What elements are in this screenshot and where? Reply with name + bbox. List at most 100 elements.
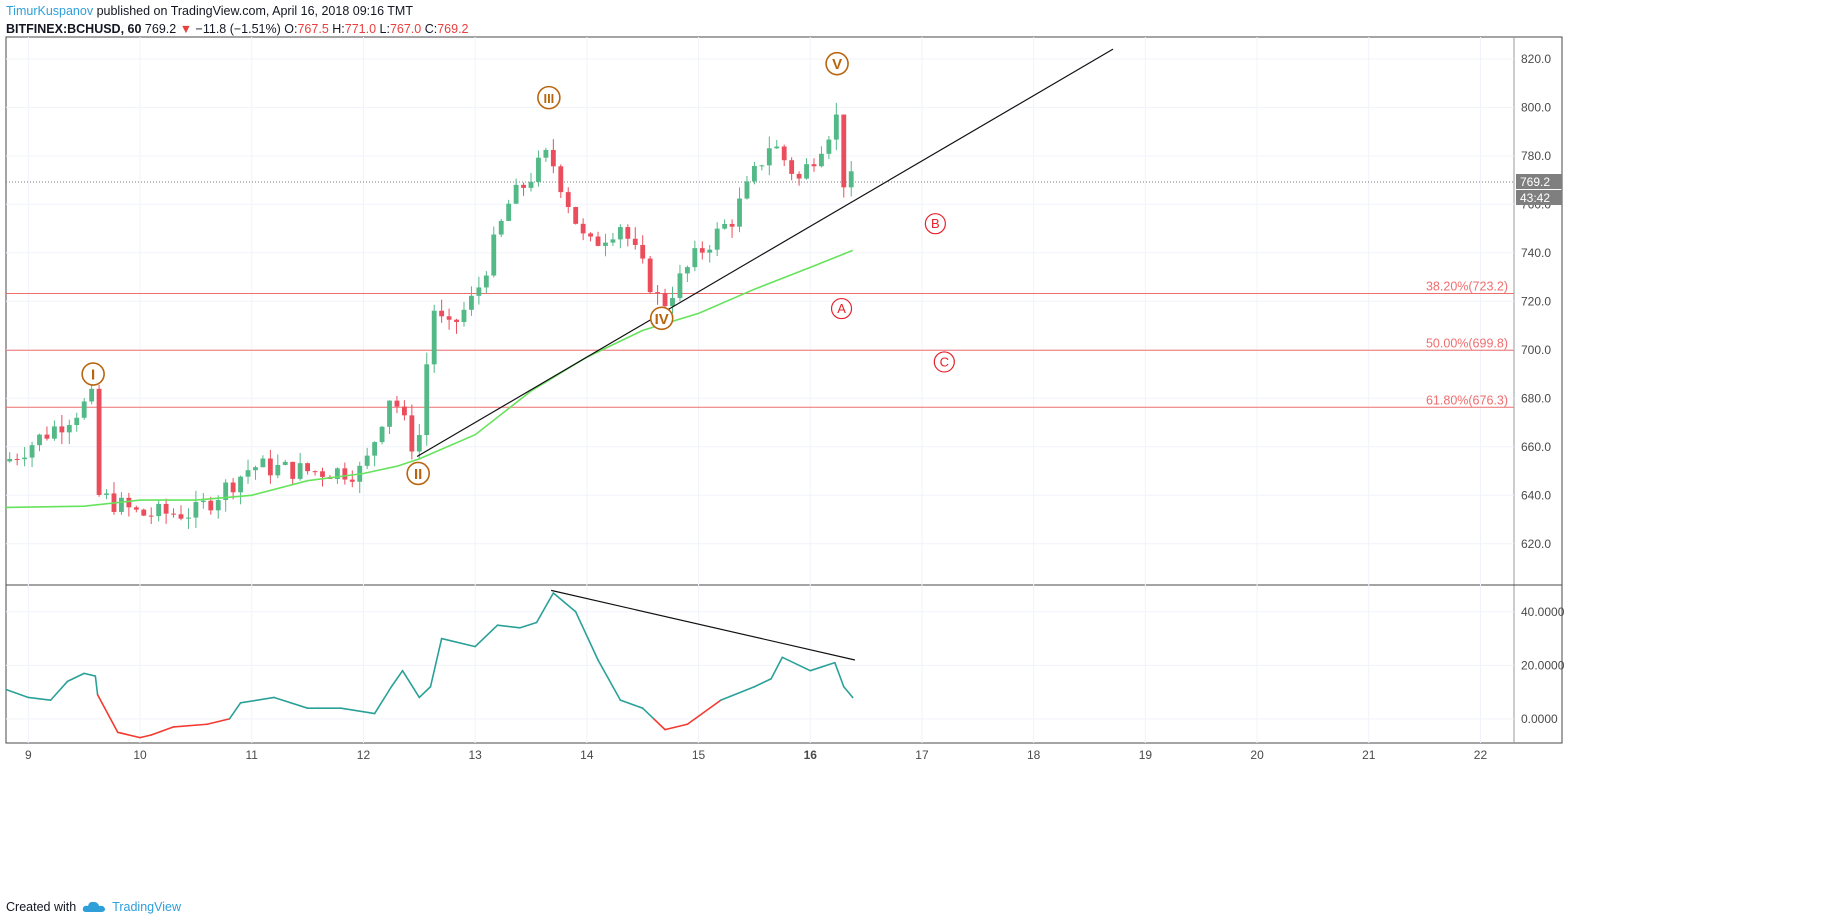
candle-body — [729, 223, 735, 227]
oscillator-segment — [519, 621, 538, 629]
candle — [580, 218, 586, 241]
candle-body — [349, 479, 355, 482]
candle-body — [148, 515, 154, 517]
time-tick-label: 15 — [692, 748, 706, 762]
price-tick-label: 660.0 — [1521, 440, 1551, 454]
oscillator-segment — [116, 731, 141, 739]
oscillator-segment — [373, 685, 393, 715]
candle-body — [632, 238, 638, 245]
oscillator-segment — [273, 696, 309, 709]
oscillator-segment — [96, 693, 119, 734]
candle — [744, 176, 750, 200]
grid-lines — [6, 37, 1514, 743]
price-tick-label: 640.0 — [1521, 488, 1551, 502]
candle-body — [439, 310, 445, 317]
candle-body — [215, 500, 221, 511]
candle — [655, 285, 661, 305]
oscillator — [5, 592, 854, 739]
oscillator-segment — [686, 699, 722, 726]
candle-body — [305, 463, 311, 472]
candle-body — [394, 400, 400, 407]
candle-body — [841, 114, 847, 188]
osc-tick-label: 0.0000 — [1521, 712, 1558, 726]
tradingview-brand-link[interactable]: TradingView — [112, 900, 181, 914]
oscillator-segment — [597, 659, 622, 701]
oscillator-segment — [664, 723, 689, 731]
candle-body — [379, 426, 385, 443]
abc-text: A — [837, 301, 846, 316]
candle-body — [670, 297, 675, 307]
time-tick-label: 10 — [133, 748, 147, 762]
candle-body — [59, 426, 65, 433]
candle-body — [528, 181, 534, 188]
oscillator-segment — [753, 677, 772, 688]
candle-body — [409, 415, 415, 452]
wave-text: V — [832, 56, 842, 73]
last-price: 769.2 — [144, 22, 177, 36]
candle-body — [722, 223, 728, 229]
candle — [133, 505, 139, 513]
candle-body — [699, 248, 705, 253]
candle — [833, 102, 839, 151]
wave-text: II — [414, 466, 422, 483]
candle-body — [588, 233, 594, 237]
candle — [729, 219, 735, 238]
time-tick-label: 14 — [580, 748, 594, 762]
candle — [513, 178, 519, 205]
candle — [662, 288, 668, 311]
price-tick-label: 680.0 — [1521, 391, 1551, 405]
candle-body — [617, 227, 623, 240]
candle-body — [476, 287, 482, 296]
time-tick-label: 18 — [1027, 748, 1041, 762]
candle — [238, 475, 243, 505]
candle — [848, 160, 854, 197]
time-tick-label: 16 — [804, 748, 818, 762]
candle — [826, 135, 832, 160]
candle — [401, 400, 407, 421]
candle-body — [677, 273, 683, 298]
fib-level-label: 50.00%(699.8) — [1426, 336, 1508, 350]
candle — [677, 264, 683, 302]
time-tick-label: 11 — [246, 748, 259, 762]
abc-circle — [924, 213, 946, 235]
oscillator-segment — [781, 656, 812, 672]
candle-body — [521, 184, 526, 188]
candle-body — [223, 482, 229, 501]
candle-body — [245, 470, 251, 477]
elliott-wave-label: II — [406, 461, 430, 486]
candle — [595, 231, 601, 247]
candle — [37, 433, 42, 452]
created-with-label: Created with — [6, 900, 77, 914]
candle — [573, 206, 579, 225]
candle-body — [603, 242, 608, 246]
candle-body — [7, 458, 13, 462]
candle-body — [446, 316, 452, 320]
candle — [290, 461, 296, 486]
candle — [625, 224, 631, 247]
last-price-badge — [1516, 174, 1562, 190]
candle-body — [461, 309, 467, 323]
candle — [796, 171, 802, 186]
wave-text: I — [91, 367, 95, 384]
abc-circle — [933, 351, 955, 373]
candle-body — [774, 146, 780, 149]
candle-body — [498, 220, 504, 235]
oscillator-segment — [720, 685, 756, 701]
candle-body — [796, 173, 802, 179]
candle — [223, 479, 229, 512]
chart-frame — [5, 36, 1563, 744]
candle — [141, 508, 147, 517]
author-link[interactable]: TimurKuspanov — [6, 4, 94, 18]
low-value: 767.0 — [389, 22, 422, 36]
candle-body — [44, 434, 50, 439]
candle-body — [513, 184, 519, 204]
oscillator-segment — [390, 669, 404, 688]
candle-body — [536, 157, 541, 182]
divergence-line — [550, 589, 856, 661]
candle-body — [610, 239, 616, 243]
candle — [781, 144, 787, 167]
candle-body — [491, 234, 497, 276]
candle — [104, 489, 109, 500]
candle — [588, 232, 594, 242]
